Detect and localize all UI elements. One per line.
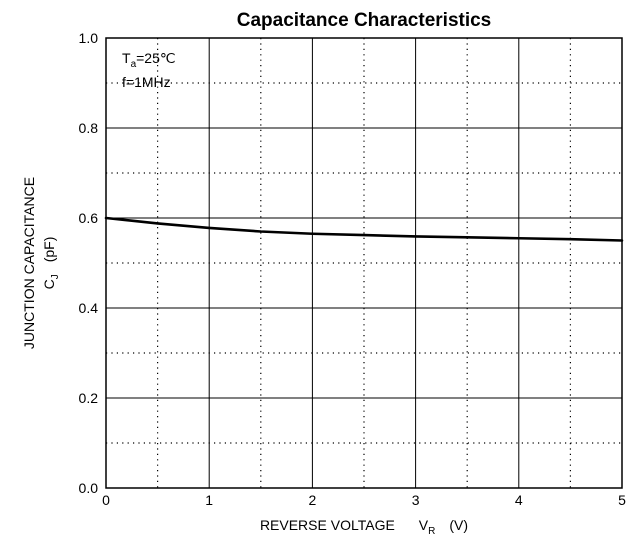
capacitance-curve — [104, 216, 624, 242]
plot-frame — [105, 37, 623, 489]
minor-grid — [106, 38, 622, 488]
x-tick-labels: 0 1 2 3 4 5 — [102, 492, 626, 508]
chart-title: Capacitance Characteristics — [237, 10, 492, 31]
y-tick-label: 0.8 — [79, 120, 99, 136]
x-tick-label: 5 — [618, 492, 626, 508]
temperature-annotation: Ta=25℃ — [122, 50, 176, 70]
y-tick-label: 0.6 — [79, 210, 99, 226]
y-tick-label: 1.0 — [79, 30, 99, 46]
x-tick-label: 1 — [205, 492, 213, 508]
x-tick-label: 3 — [412, 492, 420, 508]
y-tick-label: 0.2 — [79, 390, 99, 406]
major-grid — [106, 38, 622, 488]
frequency-annotation: f=1MHz — [122, 74, 171, 90]
y-tick-label: 0.0 — [79, 480, 99, 496]
x-tick-label: 2 — [309, 492, 317, 508]
y-axis-symbol-unit: CJ(pF) — [41, 237, 61, 290]
y-tick-label: 0.4 — [79, 300, 99, 316]
y-axis-label: JUNCTION CAPACITANCE — [21, 177, 37, 349]
y-tick-labels: 0.0 0.2 0.4 0.6 0.8 1.0 — [79, 30, 99, 496]
x-tick-label: 0 — [102, 492, 110, 508]
x-tick-label: 4 — [515, 492, 523, 508]
x-axis-label: REVERSE VOLTAGE VR (V) — [260, 517, 468, 537]
